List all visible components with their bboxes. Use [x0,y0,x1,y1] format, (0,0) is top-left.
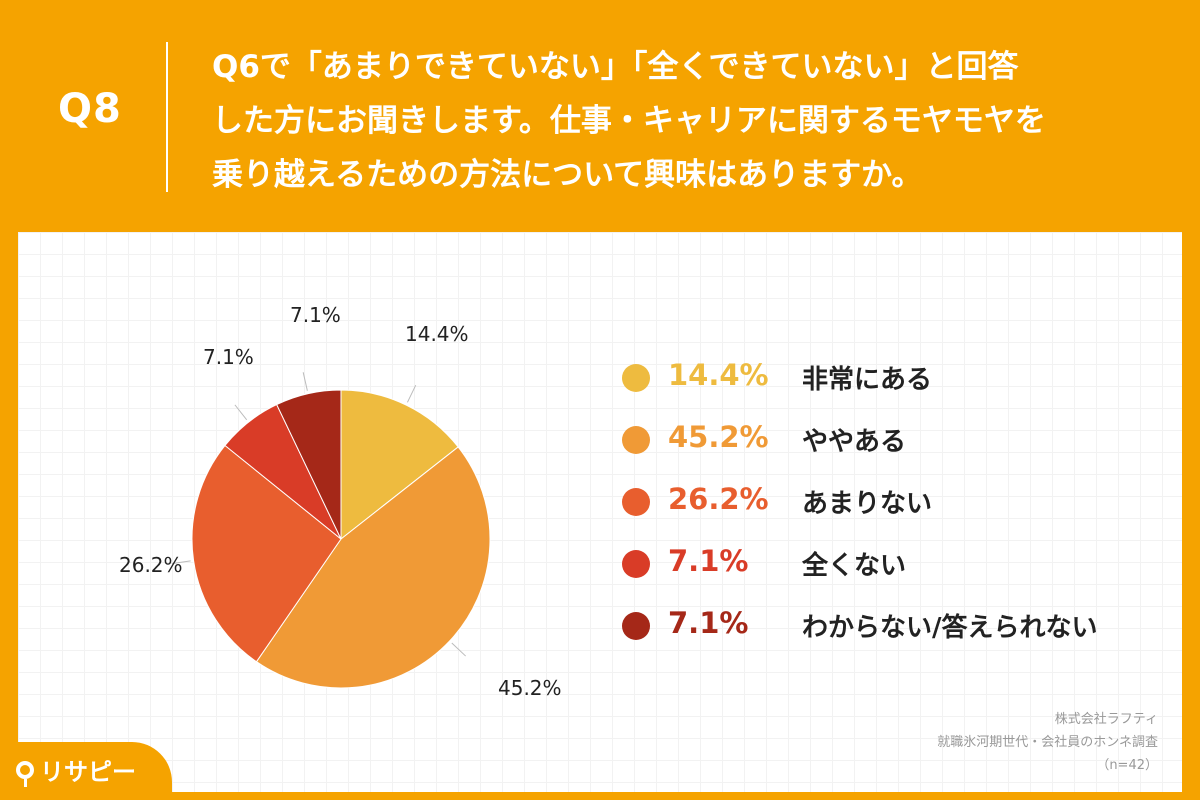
pin-icon [16,760,34,787]
slice-label: 7.1% [203,345,254,369]
legend-swatch [622,364,650,392]
legend-swatch [622,426,650,454]
leader-line [302,372,308,391]
legend-label: 全くない [802,551,907,581]
slice-label: 14.4% [405,322,469,346]
question-number: Q8 [58,86,122,132]
pie-slice [340,389,459,541]
slice-label: 26.2% [119,553,183,577]
question-line: Q6で「あまりできていない」「全くできていない」と回答 [212,49,1019,85]
legend-swatch [622,550,650,578]
slice-label: 7.1% [290,303,341,327]
legend-percent: 26.2% [668,482,769,516]
pie-slice [255,446,491,689]
legend-label: 非常にある [802,365,933,395]
brand-logo: リサピー [16,752,136,787]
legend-label: わからない/答えられない [802,613,1098,643]
logo-text: リサピー [40,758,136,786]
source-company: 株式会社ラフティ [1054,712,1158,727]
sample-size: （n=42） [1096,758,1158,773]
pie-slice [276,389,342,540]
question-line: した方にお聞きします。仕事・キャリアに関するモヤモヤを [212,103,1046,139]
source-survey: 就職氷河期世代・会社員のホンネ調査 [937,735,1158,750]
legend-label: ややある [802,427,907,457]
leader-line [171,560,191,565]
slice-label: 45.2% [498,676,562,700]
legend-percent: 7.1% [668,606,749,640]
legend-percent: 14.4% [668,358,769,392]
legend-percent: 45.2% [668,420,769,454]
legend-percent: 7.1% [668,544,749,578]
leader-line [406,384,417,403]
header: Q8 Q6で「あまりできていない」「全くできていない」と回答 した方にお聞きしま… [0,0,1200,230]
pie-slice [191,444,342,663]
question-text: Q6で「あまりできていない」「全くできていない」と回答 した方にお聞きします。仕… [212,40,1172,202]
legend-swatch [622,612,650,640]
source-note: 株式会社ラフティ 就職氷河期世代・会社員のホンネ調査 （n=42） [937,708,1158,777]
leader-line [234,404,248,421]
header-divider [166,42,168,192]
question-line: 乗り越えるための方法について興味はありますか。 [212,157,923,193]
legend-swatch [622,488,650,516]
legend-label: あまりない [802,489,933,519]
leader-line [451,642,466,657]
